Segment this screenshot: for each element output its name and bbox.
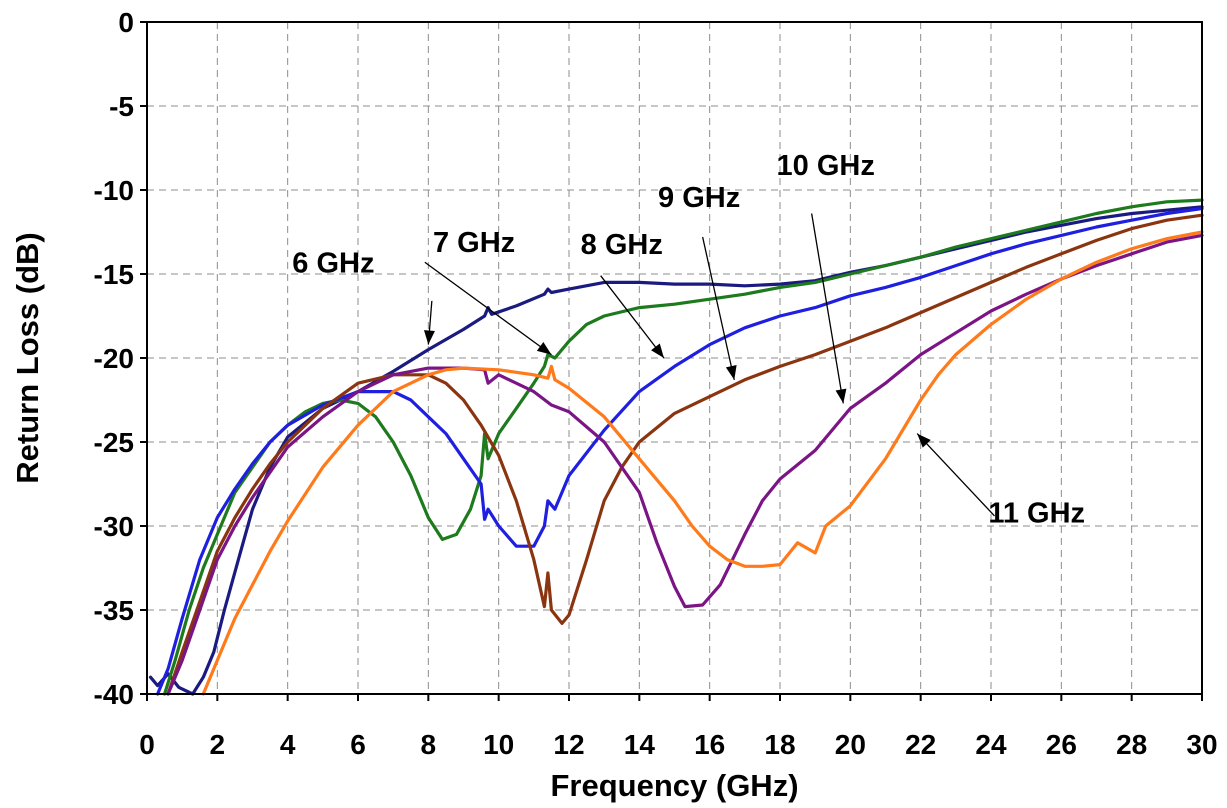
x-tick-label: 8 bbox=[421, 729, 437, 760]
x-tick-label: 10 bbox=[483, 729, 514, 760]
annotation-arrowhead bbox=[423, 330, 435, 345]
y-tick-label: 0 bbox=[118, 7, 134, 38]
annotation-labels: 6 GHz 7 GHz 8 GHz 9 GHz 10 GHz 11 GHz bbox=[292, 150, 1085, 530]
annotation-arrowhead bbox=[917, 433, 931, 448]
y-tick-label: -35 bbox=[94, 595, 134, 626]
x-tick-label: 16 bbox=[694, 729, 725, 760]
x-tick-label: 2 bbox=[210, 729, 226, 760]
y-tick-label: -10 bbox=[94, 175, 134, 206]
x-tick-label: 12 bbox=[553, 729, 584, 760]
series-line-10-ghz bbox=[166, 233, 1204, 696]
x-tick-label: 18 bbox=[764, 729, 795, 760]
x-tick-label: 22 bbox=[905, 729, 936, 760]
x-tick-label: 28 bbox=[1116, 729, 1147, 760]
annotation-arrowhead bbox=[725, 364, 737, 380]
series-line-8-ghz bbox=[156, 206, 1204, 696]
y-tick-label: -30 bbox=[94, 511, 134, 542]
x-tick-label: 6 bbox=[350, 729, 366, 760]
annotation-arrow bbox=[701, 236, 735, 380]
x-tick-label: 30 bbox=[1186, 729, 1217, 760]
x-tick-labels: 0 2 4 6 8 10 12 14 16 18 20 22 24 26 28 30 bbox=[139, 694, 1218, 760]
x-tick-label: 0 bbox=[139, 729, 155, 760]
annotation-arrows bbox=[423, 213, 995, 517]
annotation-arrow bbox=[916, 433, 995, 517]
y-tick-label: -20 bbox=[94, 343, 134, 374]
series-line-6-ghz bbox=[148, 205, 1204, 696]
annotation-label: 8 GHz bbox=[581, 229, 663, 261]
annotation-label: 9 GHz bbox=[658, 182, 740, 214]
x-tick-label: 26 bbox=[1046, 729, 1077, 760]
annotation-arrowhead bbox=[835, 388, 847, 404]
annotation-arrow bbox=[811, 213, 844, 404]
x-tick-label: 4 bbox=[280, 729, 296, 760]
series-line-11-ghz bbox=[201, 230, 1204, 696]
annotation-arrowhead bbox=[651, 343, 664, 358]
x-tick-label: 24 bbox=[975, 729, 1007, 760]
y-axis-title: Return Loss (dB) bbox=[10, 232, 45, 483]
annotation-label: 10 GHz bbox=[777, 150, 875, 182]
y-tick-label: -5 bbox=[109, 91, 134, 122]
annotation-label: 7 GHz bbox=[433, 227, 515, 259]
y-tick-label: -15 bbox=[94, 259, 134, 290]
x-tick-label: 20 bbox=[835, 729, 866, 760]
x-tick-label: 14 bbox=[624, 729, 656, 760]
y-tick-labels: 0 -5 -10 -15 -20 -25 -30 -35 -40 bbox=[94, 7, 147, 710]
x-axis-title: Frequency (GHz) bbox=[550, 768, 798, 803]
annotation-label: 6 GHz bbox=[292, 247, 374, 279]
annotation-arrowhead bbox=[536, 341, 552, 355]
grid-lines bbox=[147, 22, 1202, 694]
annotation-arrow bbox=[600, 275, 665, 359]
y-tick-label: -40 bbox=[94, 679, 134, 710]
y-tick-label: -25 bbox=[94, 427, 134, 458]
annotation-label: 11 GHz bbox=[988, 498, 1085, 530]
series-layer bbox=[148, 198, 1204, 696]
series-line-9-ghz bbox=[166, 213, 1204, 696]
annotation-arrow bbox=[424, 261, 552, 356]
